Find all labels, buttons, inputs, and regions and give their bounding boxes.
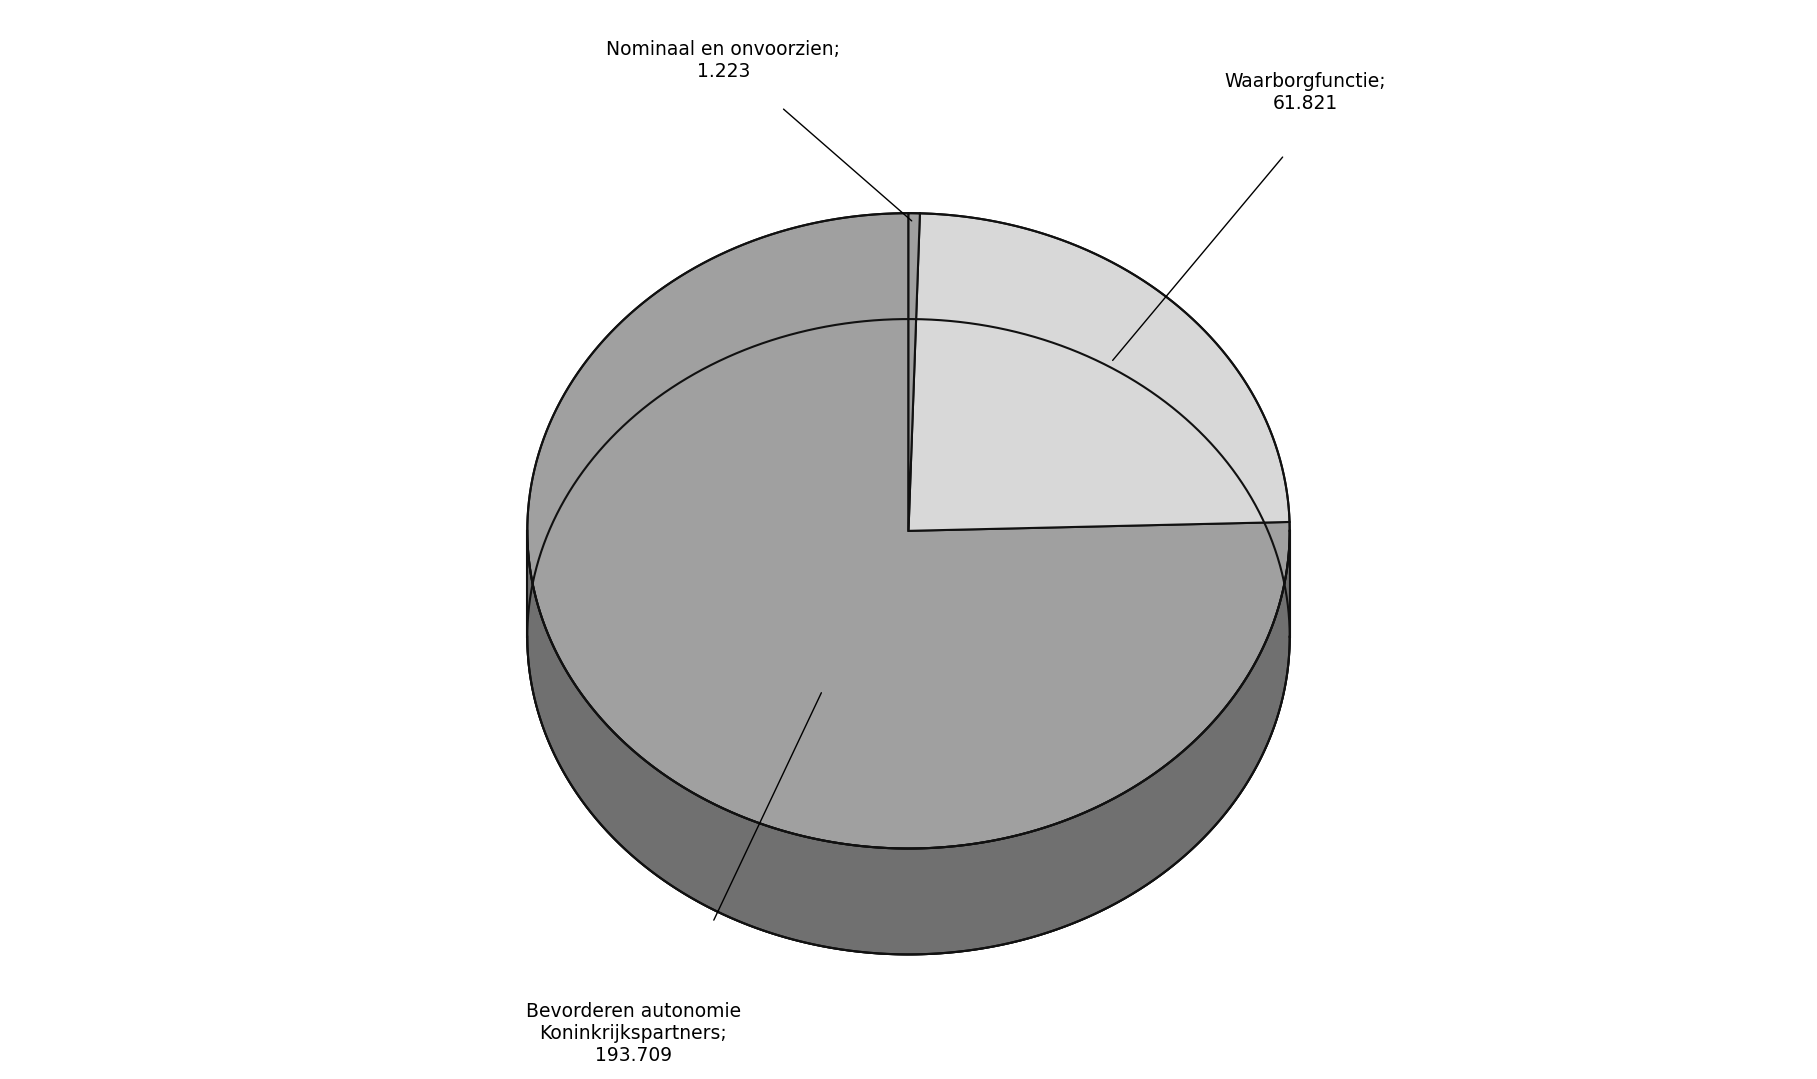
Polygon shape xyxy=(527,319,1290,955)
Polygon shape xyxy=(908,214,1290,531)
Polygon shape xyxy=(527,214,1290,848)
Text: Nominaal en onvoorzien;
1.223: Nominaal en onvoorzien; 1.223 xyxy=(607,40,839,81)
Polygon shape xyxy=(527,531,1290,955)
Text: Waarborgfunctie;
61.821: Waarborgfunctie; 61.821 xyxy=(1225,71,1386,112)
Text: Bevorderen autonomie
Koninkrijkspartners;
193.709: Bevorderen autonomie Koninkrijkspartners… xyxy=(525,1002,741,1065)
Polygon shape xyxy=(908,214,919,531)
